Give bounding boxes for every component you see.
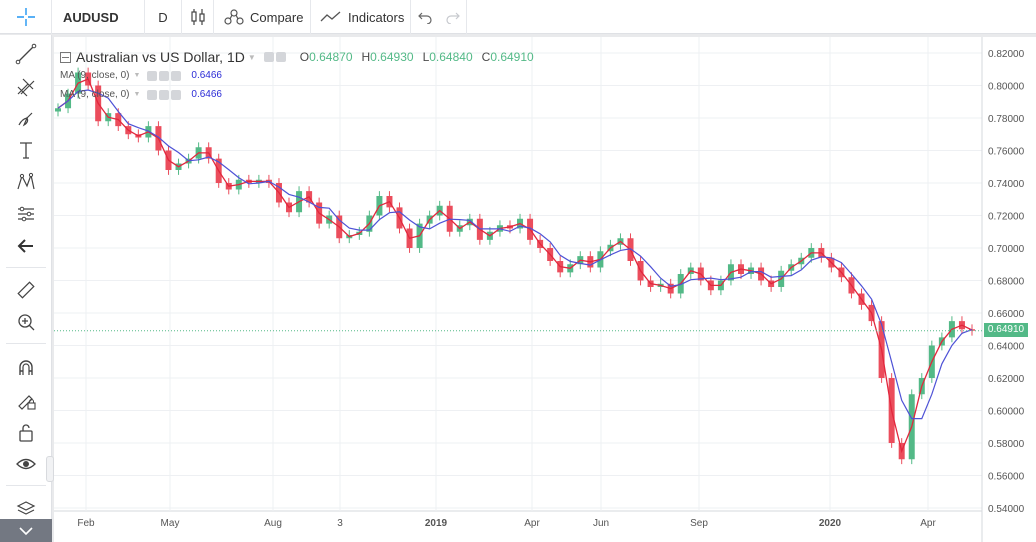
redo-button[interactable]	[439, 0, 467, 34]
ma1-label: MA (9, close, 0)	[60, 70, 130, 81]
pitchfork-icon[interactable]	[12, 73, 40, 99]
ruler-icon[interactable]	[12, 277, 40, 303]
main-series-legend: Australian vs US Dollar, 1D ▼ O 0.64870 H…	[60, 49, 543, 65]
close-key: C	[481, 50, 491, 64]
interval-button[interactable]: D	[145, 0, 182, 34]
back-arrow-icon[interactable]	[12, 233, 40, 259]
chart-style-button[interactable]	[182, 0, 214, 34]
indicators-button[interactable]: Indicators	[311, 0, 411, 34]
chevron-down-icon	[19, 526, 33, 535]
x-tick-label: Jun	[593, 518, 609, 529]
eye-icon[interactable]	[147, 89, 158, 100]
y-tick-label: 0.82000	[988, 49, 1025, 60]
x-tick-label: Apr	[920, 518, 936, 529]
x-tick-label: 3	[337, 518, 343, 529]
ma2-legend: MA (9, close, 0) ▼ 0.6466	[60, 89, 222, 100]
x-tick-label: Feb	[77, 518, 95, 529]
open-key: O	[299, 50, 310, 64]
dropdown-caret-icon[interactable]: ▼	[133, 72, 141, 79]
high-key: H	[361, 50, 371, 64]
magnet-icon[interactable]	[12, 355, 40, 381]
text-icon[interactable]	[12, 137, 40, 163]
symbol-search[interactable]: AUDUSD	[52, 0, 145, 34]
unlock-icon[interactable]	[12, 419, 40, 445]
drawing-toolbar	[0, 35, 52, 542]
high-value: 0.64930	[370, 50, 414, 64]
hide-icon[interactable]	[275, 52, 286, 62]
trendline-icon[interactable]	[12, 41, 40, 67]
symbol-label: AUDUSD	[63, 9, 119, 25]
y-tick-label: 0.58000	[988, 439, 1025, 450]
ma2-value: 0.6466	[191, 89, 222, 100]
layers-icon[interactable]	[12, 495, 40, 521]
x-tick-label: 2019	[425, 518, 448, 529]
y-tick-label: 0.66000	[988, 309, 1025, 320]
indicators-icon	[320, 11, 341, 22]
pattern-icon[interactable]	[12, 169, 40, 195]
low-key: L	[422, 50, 430, 64]
top-toolbar: AUDUSD D Compare Indicators	[0, 0, 1036, 34]
candle	[55, 108, 61, 112]
toolbar-divider	[6, 267, 46, 268]
candles-icon	[190, 9, 205, 25]
price-chart[interactable]: 0.82000 0.80000 0.78000 0.76000 0.74000 0.720…	[54, 37, 1036, 542]
settings-icon[interactable]	[159, 70, 170, 81]
compare-label: Compare	[250, 9, 304, 25]
y-tick-label: 0.80000	[988, 82, 1025, 93]
last-price-tag: 0.64910	[984, 323, 1028, 337]
undo-icon	[418, 12, 432, 24]
redo-icon	[445, 12, 460, 24]
compare-icon	[224, 9, 244, 25]
collapse-icon[interactable]	[60, 51, 71, 63]
chart-pane[interactable]: 0.82000 0.80000 0.78000 0.76000 0.74000 0.720…	[54, 37, 1036, 542]
y-tick-label: 0.64000	[988, 342, 1025, 353]
y-tick-label: 0.78000	[988, 114, 1025, 125]
lock-drawings-icon[interactable]	[12, 387, 40, 413]
crosshair-icon[interactable]	[0, 0, 52, 34]
toolbar-resize-handle[interactable]	[46, 456, 54, 482]
x-tick-label: Sep	[690, 518, 708, 529]
series-title: Australian vs US Dollar, 1D	[76, 49, 245, 65]
y-tick-label: 0.56000	[988, 472, 1025, 483]
y-tick-label: 0.74000	[988, 179, 1025, 190]
y-tick-label: 0.72000	[988, 212, 1025, 223]
y-tick-label: 0.60000	[988, 407, 1025, 418]
indicators-label: Indicators	[348, 9, 405, 25]
ma1-value: 0.6466	[191, 70, 222, 81]
x-tick-label: Apr	[524, 518, 540, 529]
y-tick-label: 0.70000	[988, 244, 1025, 255]
brush-icon[interactable]	[12, 105, 40, 131]
y-tick-label: 0.76000	[988, 147, 1025, 158]
ma1-line	[57, 78, 973, 454]
dropdown-caret-icon[interactable]: ▼	[133, 91, 141, 98]
eye-icon[interactable]	[147, 70, 158, 81]
dropdown-caret-icon[interactable]: ▼	[247, 52, 256, 62]
ma1-legend: MA (9, close, 0) ▼ 0.6466	[60, 70, 222, 81]
prediction-icon[interactable]	[12, 201, 40, 227]
zoom-in-icon[interactable]	[12, 309, 40, 335]
ma2-line	[57, 89, 973, 420]
y-tick-label: 0.68000	[988, 277, 1025, 288]
close-value: 0.64910	[490, 50, 534, 64]
eye-icon[interactable]	[12, 451, 40, 477]
close-icon[interactable]	[171, 70, 182, 81]
x-tick-label: May	[161, 518, 180, 529]
settings-icon[interactable]	[263, 52, 274, 62]
toolbar-divider	[6, 485, 46, 486]
open-value: 0.64870	[309, 50, 353, 64]
close-icon[interactable]	[171, 89, 182, 100]
ma2-label: MA (9, close, 0)	[60, 89, 130, 100]
compare-button[interactable]: Compare	[214, 0, 311, 34]
undo-button[interactable]	[411, 0, 439, 34]
x-tick-label: Aug	[264, 518, 282, 529]
y-tick-label: 0.62000	[988, 374, 1025, 385]
collapse-toolbar-button[interactable]	[0, 519, 52, 542]
low-value: 0.64840	[429, 50, 473, 64]
interval-label: D	[158, 9, 168, 25]
y-tick-label: 0.54000	[988, 504, 1025, 515]
settings-icon[interactable]	[159, 89, 170, 100]
toolbar-divider	[6, 343, 46, 344]
x-tick-label: 2020	[819, 518, 842, 529]
